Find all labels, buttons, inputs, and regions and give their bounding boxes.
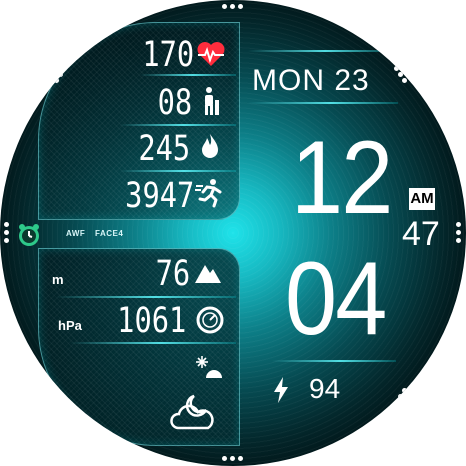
seconds-display: 47 xyxy=(402,215,440,253)
panel-divider xyxy=(120,124,236,126)
mountain-icon xyxy=(195,265,221,283)
floors-value[interactable]: 08 xyxy=(157,83,192,123)
altitude-value[interactable]: 76 xyxy=(155,254,190,294)
date-label[interactable]: MON 23 xyxy=(252,64,370,97)
alarm-clock-icon[interactable] xyxy=(16,222,42,248)
pressure-unit: hPa xyxy=(58,318,82,333)
steps-value[interactable]: 3947 xyxy=(124,176,194,216)
model-label: FACE4 xyxy=(95,229,124,238)
person-standing-icon xyxy=(205,87,219,115)
am-pm-badge: AM xyxy=(409,188,435,210)
panel-divider xyxy=(70,342,236,344)
lightning-bolt-icon xyxy=(274,377,288,403)
panel-divider xyxy=(140,74,236,76)
date-divider-bottom xyxy=(248,102,398,104)
flame-icon xyxy=(202,134,218,158)
date-divider-top xyxy=(248,50,388,52)
battery-level[interactable]: 94 xyxy=(309,373,341,404)
heart-rate-value[interactable]: 170 xyxy=(142,35,194,75)
pressure-value[interactable]: 1061 xyxy=(116,301,186,341)
snow-sun-icon xyxy=(196,356,222,378)
cloudy-night-icon xyxy=(170,394,214,430)
panel-divider xyxy=(120,170,236,172)
barometer-icon xyxy=(196,306,224,334)
hour-display: 12 xyxy=(291,120,393,236)
brand-label: AWF xyxy=(66,229,86,238)
running-icon xyxy=(195,179,222,208)
calories-value[interactable]: 245 xyxy=(138,129,190,169)
heart-rate-icon xyxy=(197,42,225,66)
battery-divider xyxy=(272,360,396,362)
minute-display: 04 xyxy=(285,241,387,357)
panel-divider xyxy=(56,296,236,298)
altitude-unit: m xyxy=(52,272,64,287)
